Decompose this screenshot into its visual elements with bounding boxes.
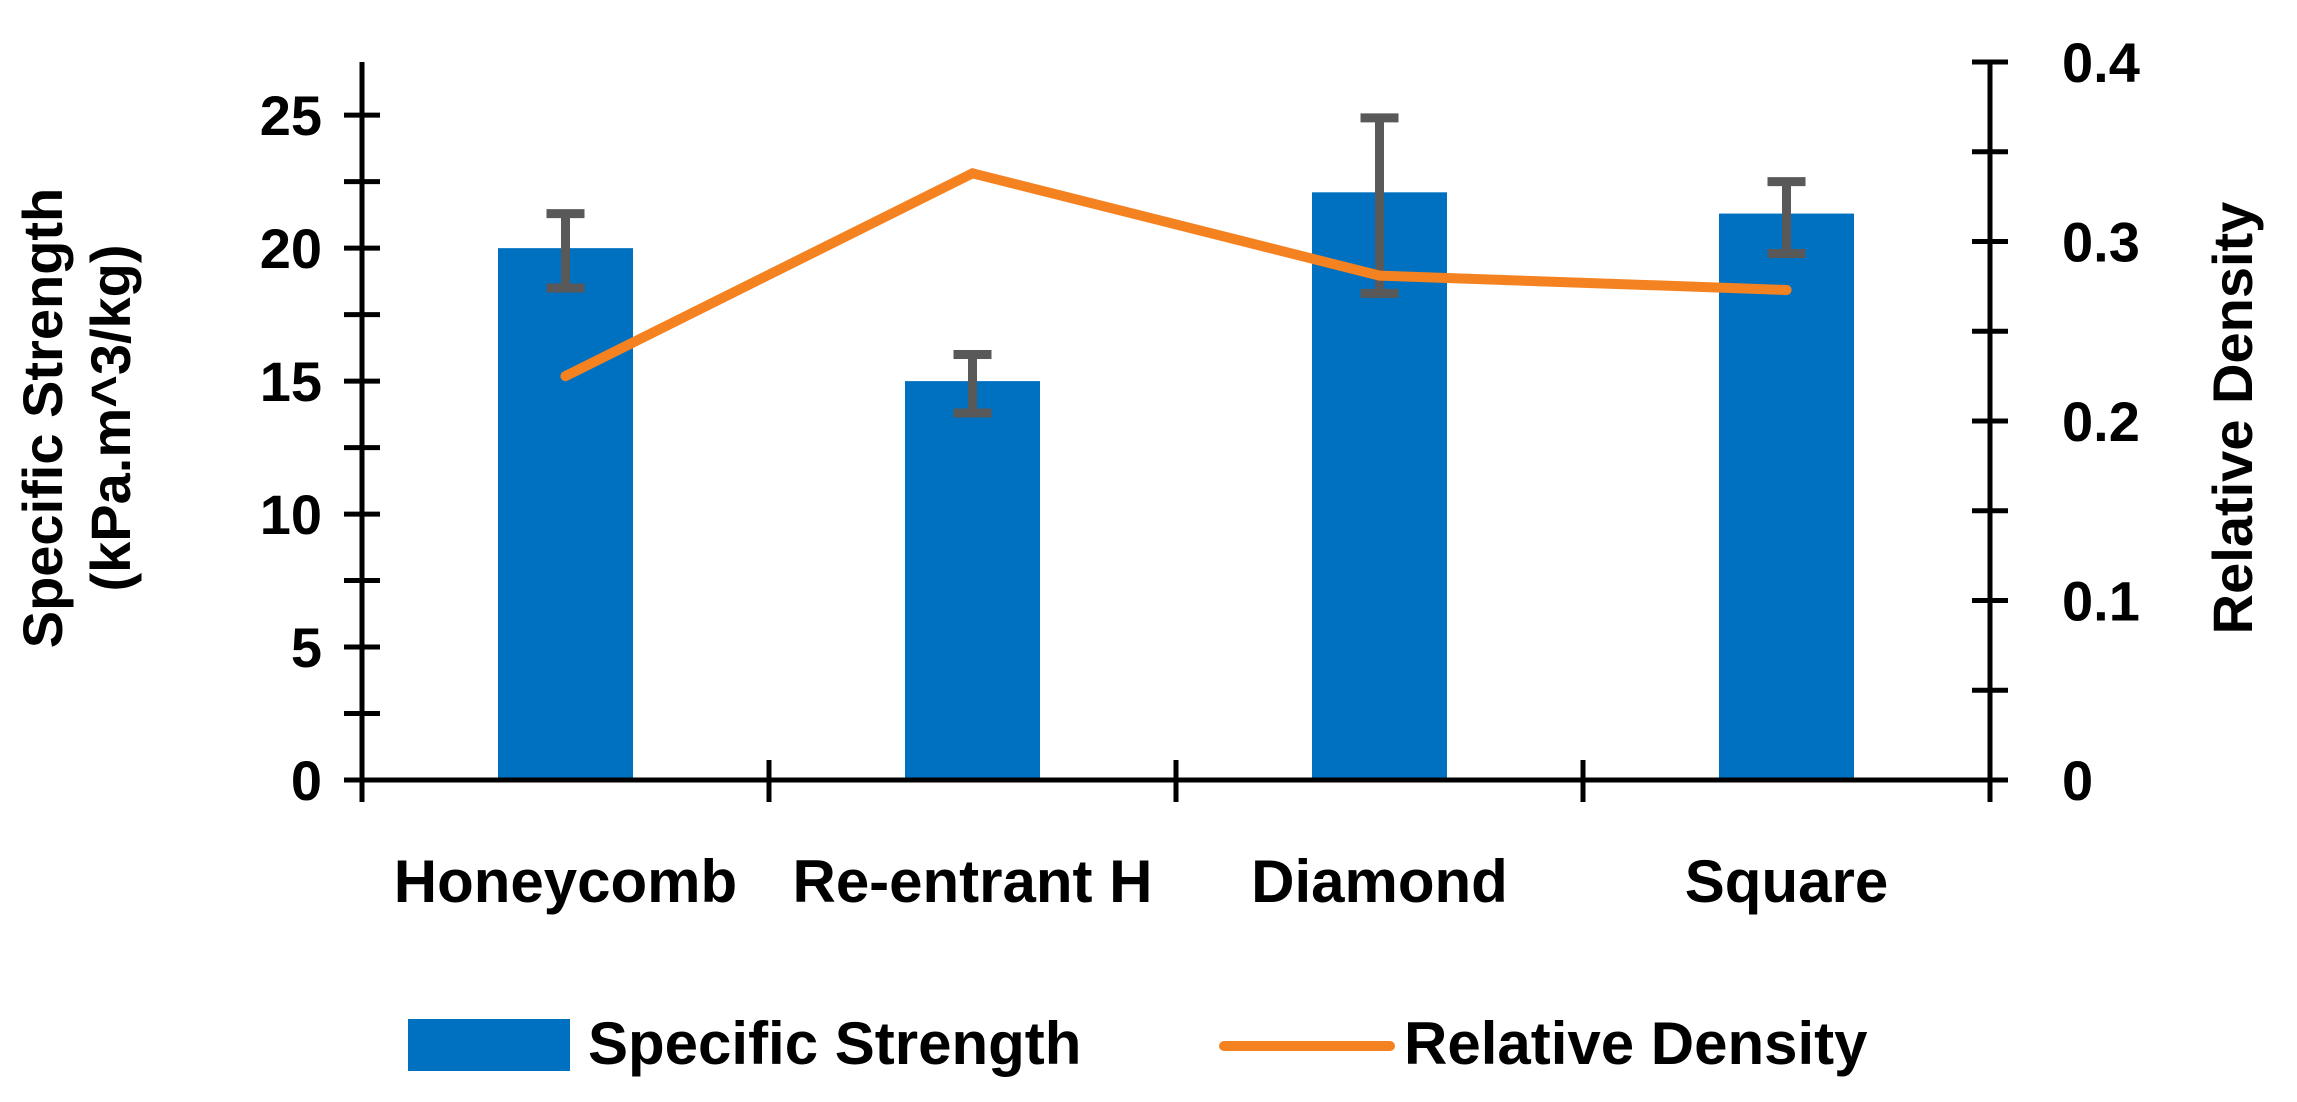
relative-density-point-2 [1374,270,1385,281]
y-left-tick-label: 20 [260,217,322,280]
x-category-label: Diamond [1251,848,1508,915]
y-right-tick-label: 0.3 [2062,211,2140,274]
x-category-label: Re-entrant H [792,848,1152,915]
legend-label-specific-strength: Specific Strength [588,1010,1081,1077]
y-left-title-line1: Specific Strength [11,188,74,649]
y-right-tick-label: 0.1 [2062,570,2140,633]
y-right-tick-label: 0 [2062,749,2093,812]
y-left-title-line2: (kPa.m^3/kg) [79,244,142,591]
legend: Specific Strength Relative Density [408,1010,1868,1077]
bar-3 [1719,213,1854,781]
x-category-label: Square [1685,848,1888,915]
bar-0 [498,248,633,781]
relative-density-point-3 [1781,284,1792,295]
labels-layer: Specific Strength (kPa.m^3/kg) Relative … [11,31,2264,915]
bars-layer [498,192,1854,781]
y-right-tick-label: 0.2 [2062,390,2140,453]
x-category-label: Honeycomb [394,848,737,915]
legend-swatch-specific-strength [408,1019,570,1071]
legend-label-relative-density: Relative Density [1404,1010,1868,1077]
y-right-title: Relative Density [2201,202,2264,635]
error-bars-layer [546,113,1806,418]
bar-1 [905,381,1040,780]
relative-density-point-0 [560,371,571,382]
relative-density-point-1 [967,168,978,179]
y-left-tick-label: 25 [260,84,322,147]
line-layer [560,168,1792,382]
y-left-tick-label: 10 [260,483,322,546]
y-left-tick-label: 0 [291,749,322,812]
y-left-tick-label: 15 [260,350,322,413]
y-left-tick-label: 5 [291,616,322,679]
axes-layer [344,59,2008,802]
relative-density-line [560,168,1792,382]
y-right-tick-label: 0.4 [2062,31,2140,94]
